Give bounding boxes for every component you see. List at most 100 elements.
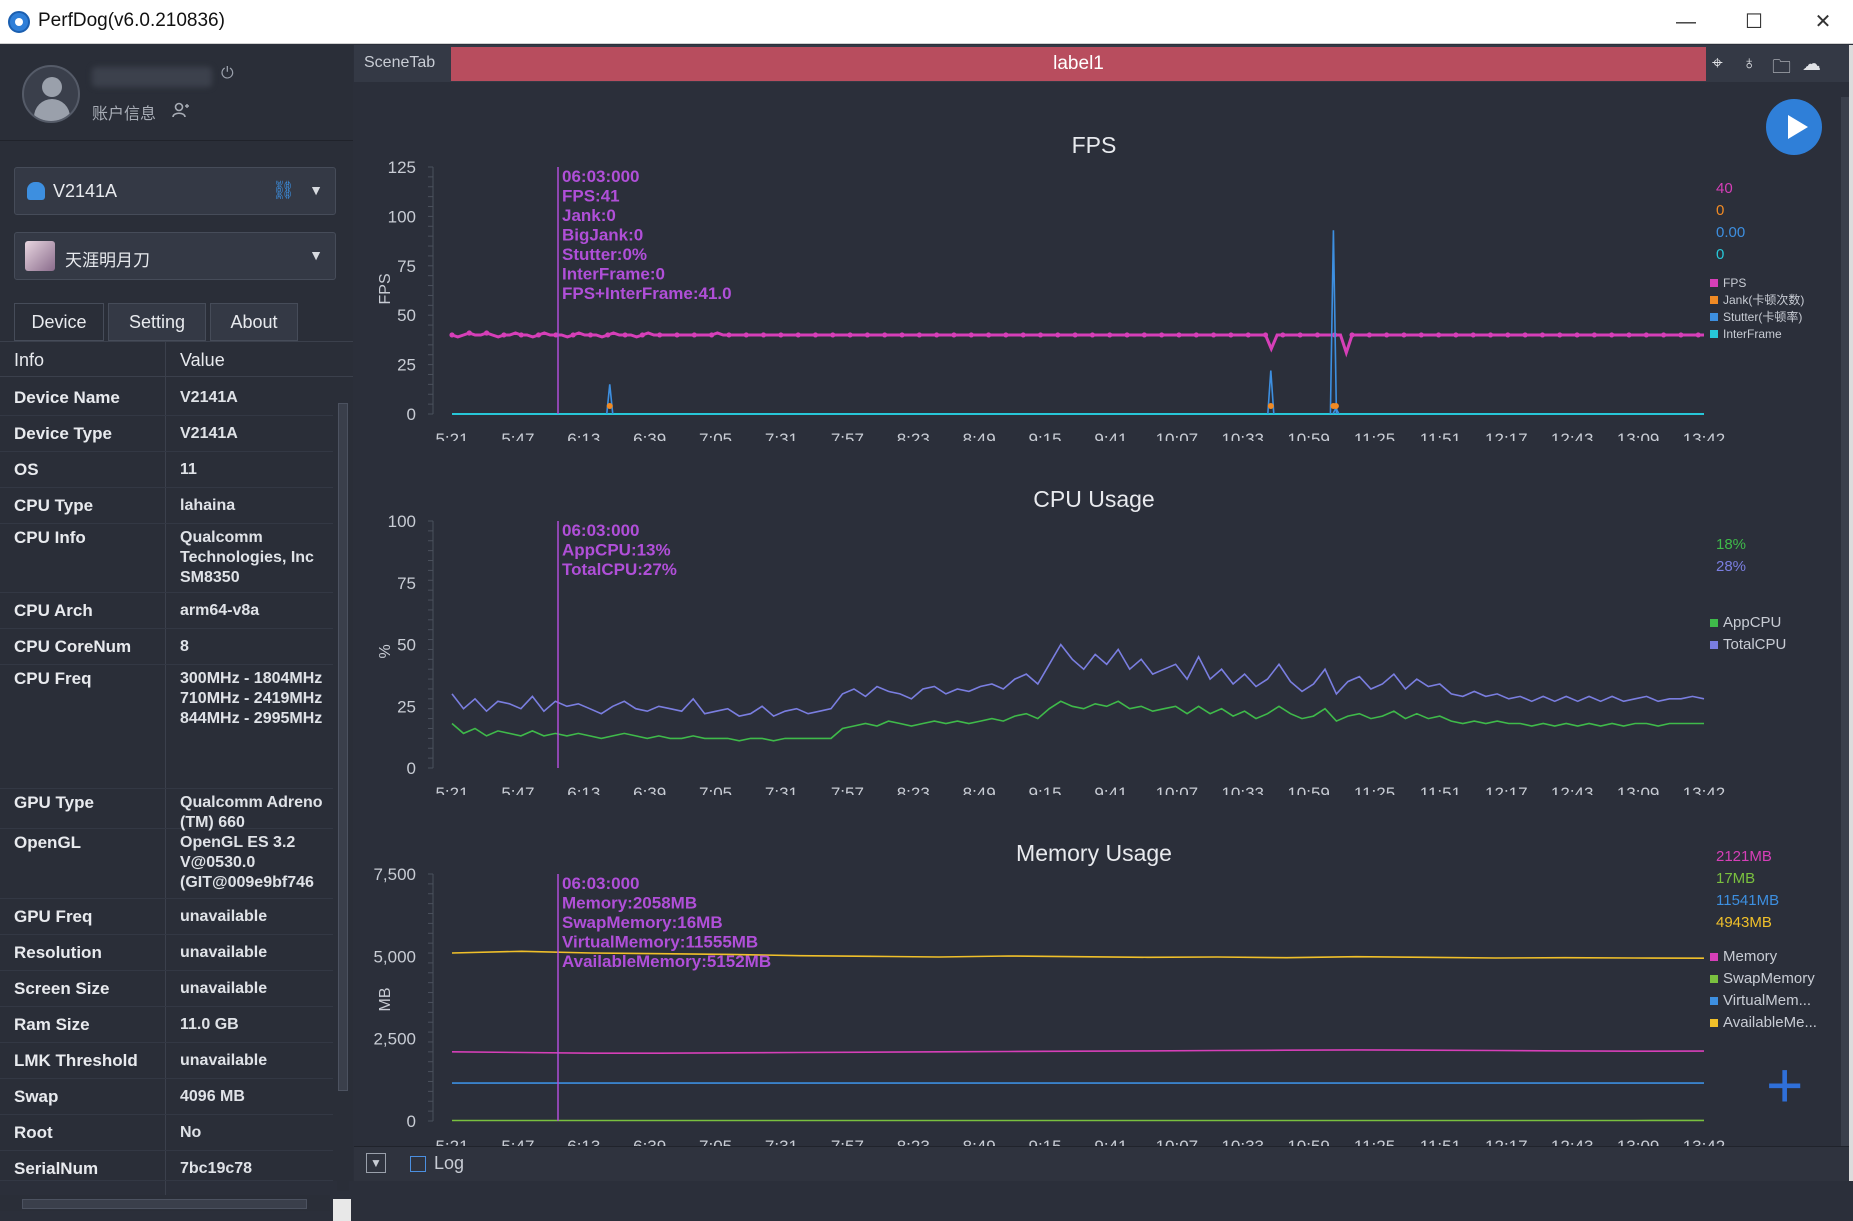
legend-swatch[interactable] bbox=[1710, 975, 1718, 983]
scene-label-bar[interactable]: label1 bbox=[451, 47, 1706, 81]
tab-device[interactable]: Device bbox=[14, 303, 104, 341]
data-point bbox=[1124, 332, 1129, 337]
maximize-button[interactable]: ☐ bbox=[1731, 6, 1777, 38]
row-value: 4096 MB bbox=[180, 1087, 330, 1107]
log-checkbox[interactable] bbox=[410, 1156, 426, 1172]
x-tick-label: 9:41 bbox=[1094, 784, 1127, 795]
legend-swatch[interactable] bbox=[1710, 330, 1718, 338]
x-tick-label: 11:25 bbox=[1354, 430, 1395, 441]
row-key: Device Type bbox=[14, 424, 112, 444]
legend-swatch[interactable] bbox=[1710, 997, 1718, 1005]
minimize-button[interactable]: — bbox=[1663, 6, 1709, 38]
add-label-button[interactable]: + bbox=[1766, 1053, 1803, 1117]
scene-tab[interactable]: SceneTab bbox=[364, 54, 435, 72]
row-value: unavailable bbox=[180, 979, 330, 999]
power-icon[interactable]: ⏻ bbox=[221, 65, 234, 83]
title-bar: PerfDog(v6.0.210836) — ☐ ✕ bbox=[0, 0, 1853, 44]
marker-icon[interactable]: ♁ bbox=[1742, 53, 1756, 75]
close-button[interactable]: ✕ bbox=[1800, 6, 1846, 38]
data-point bbox=[1021, 332, 1026, 337]
legend-swatch[interactable] bbox=[1710, 296, 1718, 304]
folder-icon[interactable]: 🗀 bbox=[1772, 53, 1791, 85]
data-point bbox=[830, 332, 835, 337]
legend-swatch[interactable] bbox=[1710, 641, 1718, 649]
sidebar-scrollbar[interactable] bbox=[337, 385, 349, 1191]
app-select[interactable]: 天涯明月刀 ▼ bbox=[14, 232, 336, 280]
data-point bbox=[986, 332, 991, 337]
x-tick-label: 12:17 bbox=[1485, 430, 1528, 441]
link-icon[interactable]: ⛓ bbox=[272, 180, 295, 201]
x-tick-label: 13:42 bbox=[1683, 784, 1726, 795]
legend-item[interactable]: AppCPU bbox=[1723, 614, 1781, 631]
start-record-button[interactable] bbox=[1766, 99, 1822, 155]
current-value: 40 bbox=[1716, 180, 1733, 197]
tab-about[interactable]: About bbox=[210, 303, 298, 341]
data-point bbox=[1315, 332, 1320, 337]
legend-item[interactable]: TotalCPU bbox=[1723, 636, 1786, 653]
legend-swatch[interactable] bbox=[1710, 1019, 1718, 1027]
android-icon bbox=[27, 182, 45, 200]
legend-swatch[interactable] bbox=[1710, 279, 1718, 287]
cloud-icon[interactable]: ☁ bbox=[1802, 53, 1821, 76]
info-table-header: Info Value bbox=[0, 341, 353, 377]
legend-item[interactable]: SwapMemory bbox=[1723, 970, 1815, 987]
location-pin-icon[interactable]: ⌖ bbox=[1712, 53, 1723, 75]
legend-item[interactable]: InterFrame bbox=[1723, 327, 1782, 341]
legend-item[interactable]: AvailableMe... bbox=[1723, 1014, 1817, 1031]
data-point bbox=[1280, 332, 1285, 337]
legend-item[interactable]: Jank(卡顿次数) bbox=[1723, 292, 1804, 307]
row-key: Screen Size bbox=[14, 979, 109, 999]
x-tick-label: 8:23 bbox=[897, 784, 930, 795]
legend-item[interactable]: Stutter(卡顿率) bbox=[1723, 309, 1802, 324]
collapse-toggle[interactable]: ▼ bbox=[366, 1153, 386, 1173]
data-point bbox=[1471, 332, 1476, 337]
avatar[interactable] bbox=[22, 65, 80, 123]
data-point bbox=[848, 332, 853, 337]
legend-swatch[interactable] bbox=[1710, 313, 1718, 321]
legend-swatch[interactable] bbox=[1710, 953, 1718, 961]
data-point bbox=[1436, 332, 1441, 337]
y-tick-label: 25 bbox=[397, 356, 416, 375]
x-tick-label: 12:43 bbox=[1551, 784, 1594, 795]
row-value: lahaina bbox=[180, 496, 330, 516]
row-value: Qualcomm Adreno (TM) 660 bbox=[180, 793, 330, 833]
data-point bbox=[1505, 332, 1510, 337]
row-key: SerialNum bbox=[14, 1159, 98, 1179]
tooltip-line: Jank:0 bbox=[562, 206, 616, 225]
account-info-label[interactable]: 账户信息 bbox=[92, 100, 156, 124]
table-row[interactable]: Screen Size unavailable bbox=[0, 971, 333, 1007]
data-point bbox=[796, 332, 801, 337]
tooltip-line: BigJank:0 bbox=[562, 226, 643, 245]
tooltip-line: 06:03:000 bbox=[562, 167, 640, 186]
data-point bbox=[1142, 332, 1147, 337]
device-select[interactable]: V2141A ⛓ ▼ bbox=[14, 167, 336, 215]
legend-item[interactable]: FPS bbox=[1723, 276, 1746, 290]
sidebar-hscrollbar[interactable] bbox=[0, 1195, 330, 1211]
legend-swatch[interactable] bbox=[1710, 619, 1718, 627]
account-user-icon[interactable] bbox=[172, 102, 190, 121]
tab-setting[interactable]: Setting bbox=[108, 303, 206, 341]
window-border bbox=[1849, 45, 1853, 1181]
row-key: OS bbox=[14, 460, 39, 480]
x-tick-label: 5:47 bbox=[501, 784, 534, 795]
legend-item[interactable]: VirtualMem... bbox=[1723, 992, 1811, 1009]
legend-item[interactable]: Memory bbox=[1723, 948, 1778, 965]
